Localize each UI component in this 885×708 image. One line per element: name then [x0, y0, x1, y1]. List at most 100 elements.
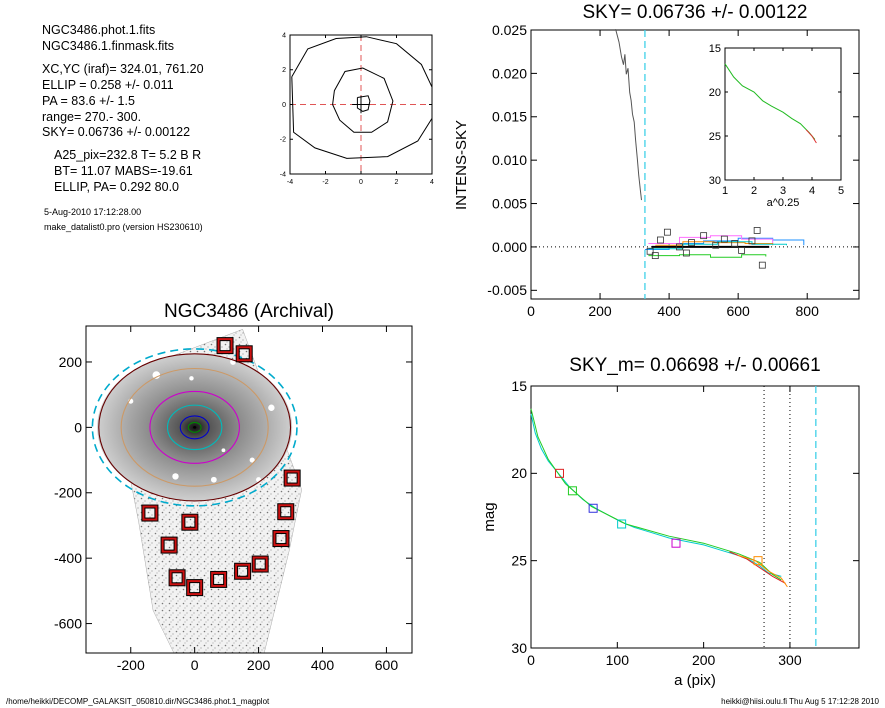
- image-ytick-label: 0: [74, 419, 82, 435]
- info-bt: BT= 11.07 MABS=-19.61: [54, 164, 193, 178]
- intens-xtick-label: 400: [657, 303, 681, 319]
- intens-square-4: [676, 243, 683, 251]
- inset-xlabel: a^0.25: [767, 197, 800, 209]
- intens-ytick-label: 0.005: [492, 195, 527, 211]
- mag-square-2: [588, 503, 598, 513]
- intens-square-8: [712, 241, 720, 249]
- image-masked-star-4: [268, 404, 275, 411]
- contour-level-1: [332, 67, 394, 133]
- image-sky-box-2: [284, 470, 300, 486]
- intens-xtick-label: 0: [527, 303, 535, 319]
- image-xtick-label: -200: [117, 657, 145, 673]
- intens-xtick-label: 600: [726, 303, 750, 319]
- mag-square-4: [671, 538, 681, 548]
- contour-plot: -4 -2 0 2 4 4 2 0 -2 -4: [280, 32, 434, 186]
- contour-xtick-label: -4: [287, 179, 293, 186]
- image-area: [91, 328, 302, 653]
- image-ellipse-2: [166, 404, 223, 451]
- image-ytick-label: 200: [59, 354, 83, 370]
- mag-square-0: [554, 468, 564, 478]
- mag-xtick-label: 200: [692, 652, 716, 668]
- image-sky-box-1: [236, 346, 252, 362]
- info-range: range= 270.- 300.: [42, 110, 142, 124]
- intens-square-11: [738, 247, 746, 254]
- intens-xtick-label: 200: [588, 303, 612, 319]
- contour-ytick-label: -4: [280, 171, 286, 178]
- inset-series-0: [724, 63, 816, 140]
- mag-frame: [530, 385, 860, 649]
- intens-ytick-label: -0.005: [487, 282, 527, 298]
- mag-profile-plot: 0 100 200 300 15 20 25 30 a (pix) mag: [481, 378, 860, 689]
- inset-xtick-label: 1: [722, 185, 728, 197]
- mag-square-3: [617, 519, 627, 529]
- intens-square-10: [731, 240, 739, 247]
- image-masked-star-2: [210, 476, 217, 483]
- contour-level-0: [291, 36, 433, 159]
- intens-square-6: [688, 239, 695, 246]
- inset-xtick-label: 3: [780, 185, 786, 197]
- contour-xtick-label: 0: [359, 179, 363, 186]
- contour-xtick-label: 2: [395, 179, 399, 186]
- image-frame: [85, 325, 413, 654]
- intens-profile-line: [615, 28, 642, 201]
- intens-ytick-label: 0.025: [492, 22, 527, 38]
- image-sky-box-4: [182, 514, 198, 530]
- intens-square-2: [657, 236, 664, 244]
- intens-square-7: [700, 232, 708, 240]
- inset-ytick-label: 15: [709, 43, 721, 55]
- image-sky-box-10: [235, 563, 251, 579]
- contour-xtick-label: 4: [430, 179, 434, 186]
- inset-series-1: [805, 129, 817, 144]
- image-ellipse-4: [120, 367, 269, 487]
- image-ellipse-1: [179, 415, 210, 440]
- intens-ytick-label: 0.015: [492, 109, 527, 125]
- contour-level-2: [356, 95, 371, 112]
- image-ellipse-3: [149, 390, 240, 464]
- image-sky-box-12: [187, 580, 203, 596]
- inset-xtick-label: 4: [809, 185, 815, 197]
- contour-xtick-label: -2: [322, 179, 328, 186]
- info-xcyc: XC,YC (iraf)= 324.01, 761.20: [42, 62, 204, 76]
- image-sky-box-6: [161, 537, 177, 553]
- image-plot: -200 0 200 400 600 200 0 -200 -400 -600: [54, 325, 413, 673]
- image-xtick-label: 200: [247, 657, 271, 673]
- inset-xtick-label: 2: [751, 185, 757, 197]
- mag-ytick-label: 30: [511, 640, 527, 656]
- image-title: NGC3486 (Archival): [164, 301, 334, 322]
- image-masked-star-0: [152, 371, 161, 379]
- mag-square-1: [567, 486, 577, 496]
- magprof-title: SKY_m= 0.06698 +/- 0.00661: [569, 355, 821, 376]
- mag-xtick-label: 100: [606, 652, 630, 668]
- mag-ytick-label: 20: [511, 465, 527, 481]
- intens-ylabel: INTENS-SKY: [453, 120, 470, 210]
- image-ytick-label: -200: [54, 485, 82, 501]
- info-ellip: ELLIP = 0.258 +/- 0.011: [42, 78, 174, 92]
- intens-step-series-2: [648, 254, 767, 258]
- intens-square-5: [682, 249, 690, 257]
- intens-square-12: [748, 237, 756, 245]
- image-ellipse-6: [91, 348, 298, 507]
- intens-plot: 0 200 400 600 800 0.025 0.020 0.015 0.010 0.005 0.…: [453, 22, 860, 319]
- info-program: make_datalist0.pro (version HS230610): [44, 222, 203, 232]
- inset-ytick-label: 30: [709, 175, 721, 187]
- inset-xtick-label: 5: [838, 185, 844, 197]
- intens-square-0: [646, 247, 654, 255]
- image-masked-star-3: [249, 457, 255, 463]
- mag-ytick-label: 25: [511, 553, 527, 569]
- intens-frame: [530, 29, 860, 300]
- image-sky-box-9: [211, 571, 227, 587]
- image-masked-star-9: [221, 448, 226, 453]
- image-ellipse-0: [187, 421, 202, 433]
- image-ytick-label: -600: [54, 615, 82, 631]
- contour-ytick-label: 2: [282, 67, 286, 74]
- image-sky-box-3: [142, 505, 158, 521]
- intens-ytick-label: 0.000: [492, 239, 527, 255]
- intens-square-14: [758, 261, 766, 269]
- intens-xtick-label: 800: [796, 303, 820, 319]
- intens-square-13: [753, 227, 761, 234]
- image-sky-box-0: [217, 338, 233, 354]
- info-file-mask: NGC3486.1.finmask.fits: [42, 39, 174, 53]
- image-sky-box-7: [273, 531, 289, 547]
- intens-ytick-label: 0.020: [492, 65, 527, 81]
- mag-ylabel: mag: [481, 502, 498, 531]
